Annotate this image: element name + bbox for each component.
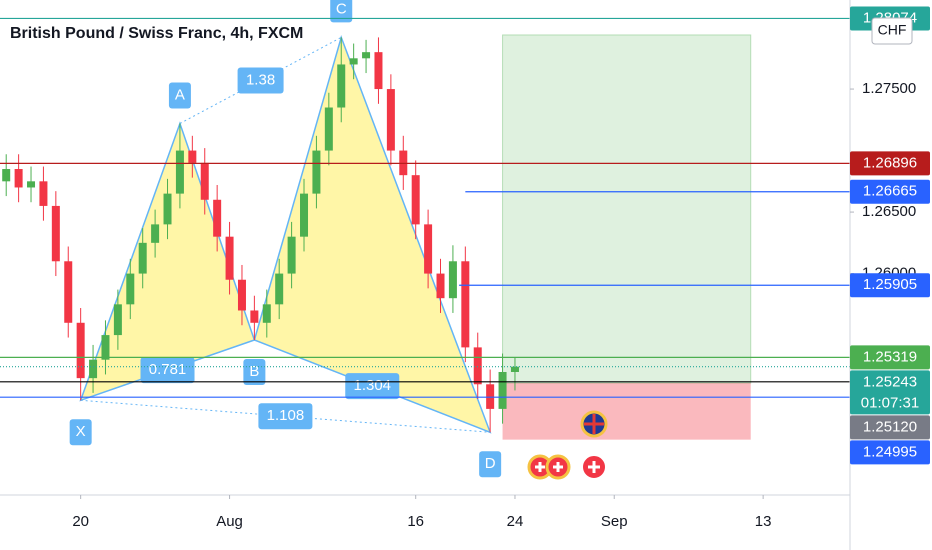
candle-body (461, 261, 470, 348)
event-icons (527, 410, 608, 480)
candle-body (237, 279, 246, 311)
price-label: 1.26896 (863, 154, 917, 171)
candle-body (312, 150, 321, 194)
candle-body (39, 181, 48, 206)
x-tick-label: Aug (216, 513, 243, 530)
target-zone (502, 34, 752, 384)
candle-body (76, 322, 85, 379)
candle-body (362, 52, 371, 59)
candle-body (498, 371, 507, 409)
event-cross (535, 461, 600, 473)
point-label-box (168, 82, 191, 109)
price-label-box (850, 440, 930, 465)
point-label-box (479, 451, 502, 478)
candle-body (163, 193, 172, 225)
candle-body (101, 335, 110, 360)
candle-body (89, 359, 98, 379)
point-label-box (330, 0, 353, 23)
x-tick-label: 16 (407, 513, 424, 530)
point-label-box (243, 359, 266, 386)
ratio-label-box (140, 357, 195, 384)
candle-body (175, 150, 184, 194)
x-tick-label: 24 (507, 513, 524, 530)
x-tick-label: Sep (601, 513, 628, 530)
ratio-label-box (237, 67, 284, 94)
candle-body (349, 58, 358, 65)
candle-body (275, 273, 284, 305)
chart-title: British Pound / Swiss Franc, 4h, FXCM (10, 25, 303, 42)
price-label-box (850, 345, 930, 370)
x-tick-label: 20 (72, 513, 89, 530)
candle-body (2, 169, 11, 182)
currency-badge: CHF (871, 17, 913, 45)
point-label: D (485, 455, 496, 472)
candle-body (510, 366, 519, 372)
price-label-box (850, 151, 930, 176)
candle-body (138, 242, 147, 274)
countdown: 01:07:31 (861, 394, 919, 411)
candle-body (411, 175, 420, 225)
price-label: 1.25905 (863, 276, 917, 293)
candle-body (126, 273, 135, 305)
candle-body (287, 236, 296, 274)
point-label: B (249, 363, 259, 380)
price-label-box (850, 273, 930, 298)
ratio-label-box (345, 373, 400, 400)
axes: 1.275001.265001.2600020Aug1624Sep131.280… (72, 6, 930, 530)
candle-body (436, 273, 445, 299)
candle-body (14, 169, 23, 188)
candle-body (262, 304, 271, 323)
price-label-box (850, 179, 930, 204)
currency: CHF (878, 22, 907, 38)
candle-body (188, 150, 197, 163)
ratio-label: 0.781 (149, 361, 187, 378)
candle-body (51, 205, 60, 262)
ratio-label: 1.304 (353, 377, 391, 394)
ratio-label-box (258, 403, 313, 430)
y-tick-label: 1.27500 (862, 80, 916, 97)
candle-body (113, 304, 122, 336)
price-label: 1.25120 (863, 418, 917, 435)
point-label-box (69, 419, 92, 446)
candle-body (225, 236, 234, 280)
event-flag (584, 414, 604, 434)
candle-body (300, 193, 309, 237)
price-label-box (850, 415, 930, 440)
y-tick-label: 1.26500 (862, 203, 916, 220)
candle-body (473, 347, 482, 385)
candle-body (213, 199, 222, 237)
price-label-box (850, 370, 930, 415)
currency-box (871, 17, 913, 45)
candle-body (424, 224, 433, 274)
price-label: 1.24995 (863, 443, 917, 460)
point-label: A (175, 86, 185, 103)
price-label: 1.25243 (863, 373, 917, 390)
plot: X A B C D 0.781 1.38 1.304 1.108 (0, 0, 850, 478)
candle-body (250, 310, 259, 323)
candle-body (64, 261, 73, 323)
candle-body (486, 384, 495, 409)
candle-body (27, 181, 36, 188)
x-tick-label: 13 (755, 513, 772, 530)
candle-body (386, 89, 395, 151)
candle-body (151, 224, 160, 243)
candle-body (337, 64, 346, 108)
point-label: C (336, 0, 347, 17)
point-label: X (76, 423, 86, 440)
price-label: 1.26665 (863, 183, 917, 200)
candle-body (200, 162, 209, 200)
candle-body (374, 52, 383, 90)
stop-zone (502, 383, 751, 440)
candle-body (448, 261, 457, 299)
ratio-label: 1.38 (246, 71, 275, 88)
ratio-label: 1.108 (267, 407, 305, 424)
candle-body (324, 107, 333, 151)
price-label: 1.25319 (863, 348, 917, 365)
